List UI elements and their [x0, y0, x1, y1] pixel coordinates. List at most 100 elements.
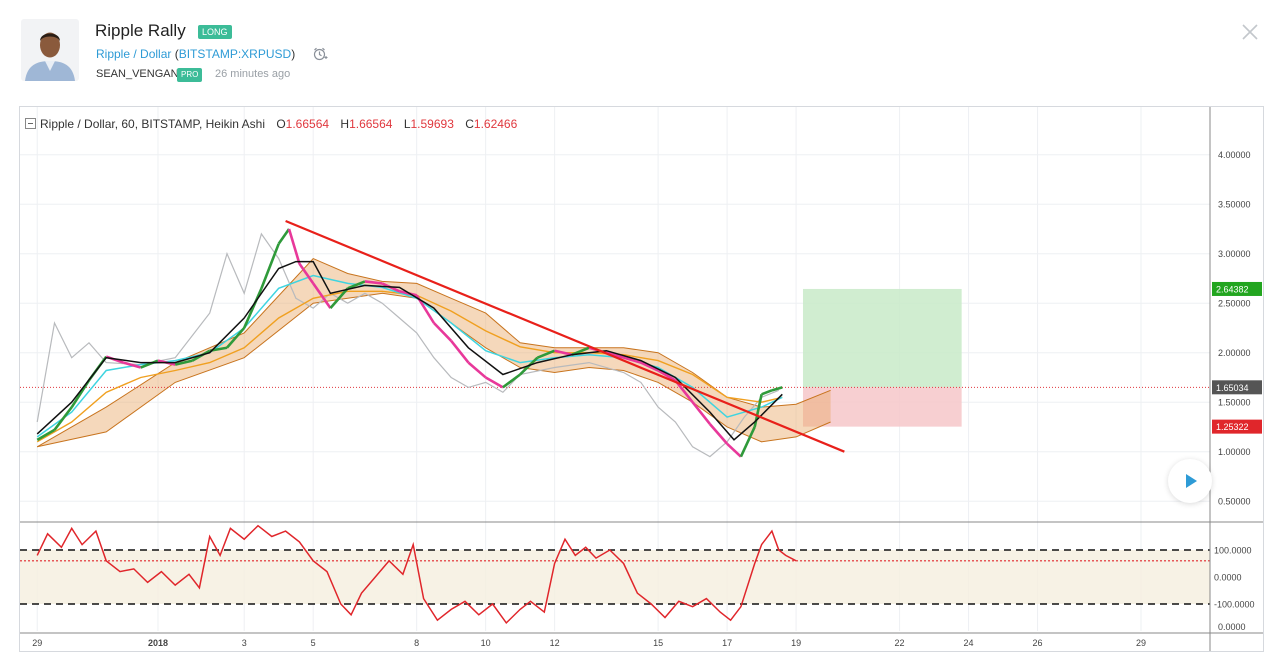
time-tick-label: 2018 [148, 638, 168, 648]
chart-legend: Ripple / Dollar, 60, BITSTAMP, Heikin As… [25, 117, 517, 131]
oscillator-band [20, 550, 1210, 604]
price-segment [726, 442, 742, 458]
time-tick-label: 19 [791, 638, 801, 648]
price-segment [53, 406, 73, 431]
avatar-portrait [21, 19, 79, 81]
price-segment [739, 426, 756, 458]
price-segment [771, 386, 783, 392]
price-series [20, 228, 1210, 458]
symbol-paren-open: ( [171, 47, 179, 61]
time-ago: 26 minutes ago [215, 68, 291, 80]
price-segment [312, 282, 332, 309]
price-tag-label: 1.65034 [1216, 383, 1249, 393]
time-axis: 29 2018 3 5 8 10 12 15 17 19 22 24 26 29 [32, 638, 1146, 648]
time-tick-label: 8 [414, 638, 419, 648]
price-segment [329, 287, 349, 310]
comparison-line [36, 232, 780, 458]
time-tick-label: 15 [653, 638, 663, 648]
time-tick-label: 10 [481, 638, 491, 648]
trendline [285, 220, 845, 453]
price-tag [1212, 419, 1262, 434]
pro-badge: PRO [177, 68, 203, 82]
price-segment [364, 280, 383, 285]
price-segment [432, 322, 453, 342]
price-segment [140, 359, 159, 369]
loss-zone [802, 387, 962, 427]
idea-header: Ripple Rally LONG Ripple / Dollar (BITST… [0, 0, 1280, 100]
legend-close-label: C [465, 117, 474, 131]
oscillator-pane [20, 521, 1263, 634]
cloud-fill [37, 258, 831, 447]
price-segment [260, 243, 280, 289]
oscillator-tick-label: 100.0000 [1214, 546, 1252, 556]
price-tick-label: 1.50000 [1218, 398, 1251, 408]
time-tick-label: 22 [895, 638, 905, 648]
price-segment [123, 361, 142, 369]
price-tick-label: 2.50000 [1218, 299, 1251, 309]
trendline-layer [285, 220, 845, 453]
price-segment [554, 349, 573, 356]
price-segment [225, 327, 246, 349]
alarm-clock-icon[interactable] [312, 46, 328, 67]
price-segment [298, 262, 315, 285]
price-segment [571, 346, 590, 356]
legend-close-value: 1.62466 [473, 117, 518, 131]
cloud-lower-line [37, 292, 831, 448]
price-segment [708, 423, 729, 445]
price-tick-label: 1.00000 [1218, 447, 1251, 457]
time-tick-label: 17 [722, 638, 732, 648]
time-tick-label: 5 [311, 638, 316, 648]
legend-low-value: 1.59693 [410, 117, 454, 131]
long-badge: LONG [198, 25, 232, 39]
price-segment [174, 359, 193, 366]
legend-low-label: L [403, 117, 411, 131]
price-segment [657, 369, 677, 382]
time-tick-label: 26 [1033, 638, 1043, 648]
ma-cyan-line [36, 274, 783, 438]
price-tag-label: 2.64382 [1216, 284, 1249, 294]
price-segment [536, 349, 556, 359]
price-segment [36, 428, 56, 441]
price-chart[interactable]: 4.00000 3.50000 3.00000 2.50000 2.00000 1.500… [20, 107, 1263, 651]
price-segment [287, 228, 301, 264]
idea-title: Ripple Rally [95, 21, 186, 40]
price-tick-label: 3.00000 [1218, 249, 1251, 259]
price-segment [467, 361, 487, 379]
price-tag [1212, 281, 1262, 296]
price-segment [485, 376, 504, 389]
close-icon[interactable] [1240, 22, 1260, 42]
position-zones [802, 288, 962, 427]
price-segment [70, 379, 91, 408]
price-tag [1212, 380, 1262, 395]
price-segment [691, 401, 711, 425]
price-segment [623, 356, 642, 364]
price-segment [450, 340, 470, 364]
price-segment [347, 280, 366, 290]
play-button[interactable] [1168, 459, 1212, 503]
time-tick-label: 12 [550, 638, 560, 648]
symbol-paren-close: ) [291, 47, 296, 61]
collapse-icon[interactable] [25, 118, 36, 129]
price-tick-label: 3.50000 [1218, 200, 1251, 210]
price-segment [761, 389, 773, 396]
price-tick-label: 0.50000 [1218, 497, 1251, 507]
legend-high-label: H [340, 117, 350, 131]
oscillator-tick-label: 0.0000 [1214, 573, 1242, 583]
time-tick-label: 3 [242, 638, 247, 648]
author-name[interactable]: SEAN_VENGAN [96, 68, 179, 80]
play-icon [1186, 474, 1197, 488]
chart-container[interactable]: 4.00000 3.50000 3.00000 2.50000 2.00000 1.500… [19, 106, 1264, 652]
price-tick-label: 2.00000 [1218, 348, 1251, 358]
price-tag-label: 1.25322 [1216, 422, 1249, 432]
symbol-name-link[interactable]: Ripple / Dollar [96, 47, 172, 61]
legend-open-label: O [276, 117, 286, 131]
symbol-ticker-link[interactable]: BITSTAMP:XRPUSD [178, 47, 292, 61]
author-avatar[interactable] [21, 19, 79, 81]
ma-black-line [36, 260, 783, 441]
price-segment [277, 228, 291, 245]
price-segment [640, 361, 659, 372]
symbol-line: Ripple / Dollar (BITSTAMP:XRPUSD) [96, 47, 295, 61]
time-tick-label: 29 [1136, 638, 1146, 648]
time-tick-label: 29 [32, 638, 42, 648]
profit-zone [802, 288, 962, 388]
